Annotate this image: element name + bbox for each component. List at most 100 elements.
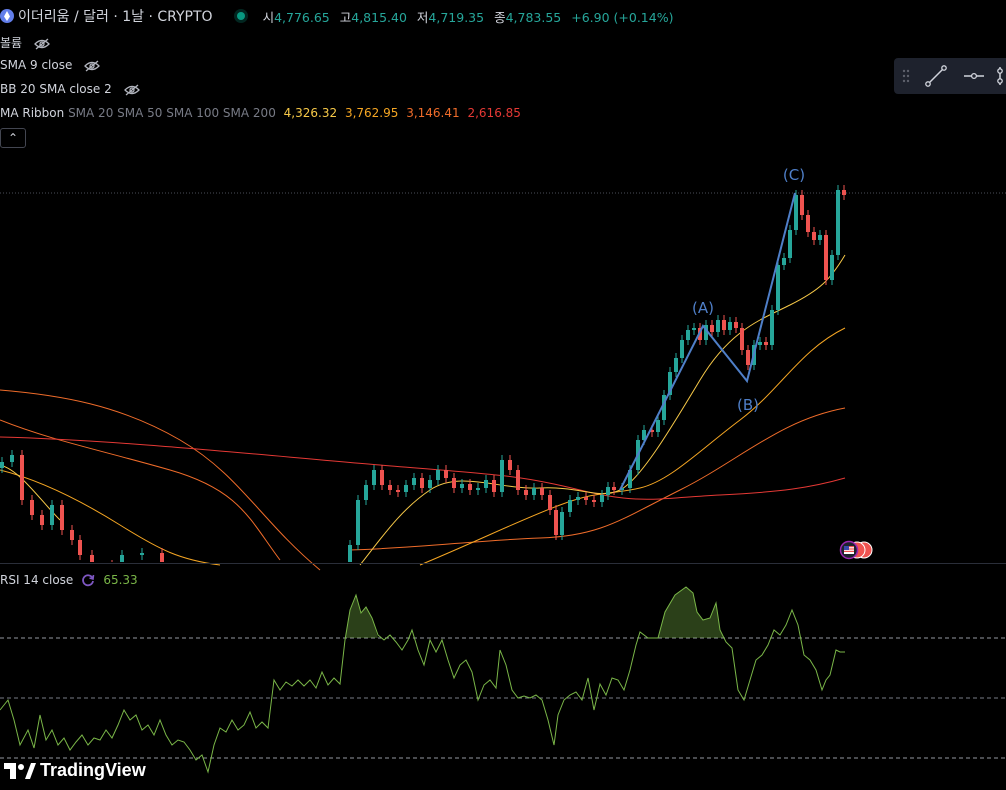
wave-label-c: (C) <box>783 166 805 184</box>
candle-body <box>484 480 488 488</box>
tradingview-icon <box>4 762 36 779</box>
candle-body <box>60 505 64 530</box>
candle-body <box>612 487 616 490</box>
candle-body <box>656 420 660 432</box>
hidden-eye-icon[interactable] <box>123 84 140 96</box>
trend-line-icon[interactable] <box>924 64 948 88</box>
ma100-line <box>0 389 321 571</box>
candle-body <box>412 478 416 485</box>
candle-body <box>436 470 440 480</box>
candle-body <box>404 485 408 492</box>
ma-ribbon-legend[interactable]: MA Ribbon SMA 20 SMA 50 SMA 100 SMA 200 … <box>0 106 521 120</box>
candle-body <box>728 322 732 330</box>
hidden-eye-icon[interactable] <box>34 38 50 50</box>
candle-body <box>20 455 24 500</box>
rsi-overbought-fill <box>345 595 378 638</box>
candle-body <box>770 310 774 345</box>
candle-body <box>662 395 666 420</box>
ma200-line <box>0 436 846 500</box>
open-value: 4,776.65 <box>274 9 330 25</box>
candle-body <box>734 322 738 328</box>
candle-body <box>356 500 360 545</box>
brand-name: TradingView <box>40 760 146 780</box>
collapse-legend-button[interactable]: ⌃ <box>0 128 26 148</box>
candle-body <box>452 478 456 488</box>
candle-body <box>674 358 678 372</box>
rsi-line <box>0 586 845 774</box>
candle-body <box>548 495 552 510</box>
hidden-eye-icon[interactable] <box>84 60 101 72</box>
wave-label-b: (B) <box>737 396 759 414</box>
candle-body <box>740 328 744 350</box>
candle-body <box>10 455 14 462</box>
ma100-value: 3,146.41 <box>406 106 460 120</box>
candle-body <box>836 190 840 255</box>
candle-body <box>686 330 690 340</box>
sma-legend[interactable]: SMA 9 close <box>0 58 101 72</box>
candle-body <box>600 495 604 502</box>
candle-body <box>584 497 588 500</box>
ma-ribbon-params: SMA 20 SMA 50 SMA 100 SMA 200 <box>68 106 276 120</box>
candle-body <box>40 515 44 525</box>
horizontal-ray-icon[interactable] <box>962 64 986 88</box>
ma200-value: 2,616.85 <box>467 106 521 120</box>
bb-legend[interactable]: BB 20 SMA close 2 <box>0 82 140 96</box>
drag-handle-icon[interactable] <box>902 68 910 84</box>
drawing-toolbar <box>894 58 1006 94</box>
candle-body <box>824 235 828 280</box>
candle-body <box>396 490 400 492</box>
candle-body <box>90 555 94 562</box>
close-value: 4,783.55 <box>505 9 562 25</box>
candlestick-series <box>0 185 846 562</box>
candle-body <box>0 462 4 468</box>
rsi-legend[interactable]: RSI 14 close 65.33 <box>0 573 138 587</box>
tradingview-logo[interactable]: TradingView <box>4 760 146 781</box>
candle-body <box>842 190 846 195</box>
candle-body <box>642 430 646 440</box>
candle-body <box>576 497 580 500</box>
volume-legend[interactable]: 볼륨 <box>0 34 50 51</box>
candle-body <box>78 540 82 555</box>
candle-body <box>492 480 496 492</box>
candle-body <box>812 232 816 240</box>
candle-body <box>592 500 596 502</box>
candle-body <box>500 460 504 492</box>
candle-body <box>716 320 720 332</box>
change-value: +6.90 (+0.14%) <box>571 9 674 25</box>
chevron-up-icon: ⌃ <box>7 131 19 145</box>
candle-body <box>140 553 144 555</box>
candle-body <box>70 530 74 540</box>
candle-body <box>460 484 464 488</box>
symbol-title[interactable]: 이더리움 / 달러 · 1날 · CRYPTO <box>18 9 213 25</box>
ethereum-icon <box>0 9 14 23</box>
more-tools-icon[interactable] <box>994 64 1006 88</box>
candle-body <box>800 195 804 215</box>
candle-body <box>364 485 368 500</box>
candle-body <box>476 488 480 490</box>
pane-divider[interactable] <box>0 563 1006 564</box>
candle-body <box>628 470 632 488</box>
candle-body <box>764 342 768 345</box>
candle-body <box>782 258 786 265</box>
candle-body <box>668 372 672 395</box>
candle-body <box>722 320 726 330</box>
candle-body <box>444 470 448 478</box>
candle-body <box>788 230 792 258</box>
candle-body <box>516 470 520 490</box>
refresh-icon[interactable] <box>81 573 95 587</box>
ma50-value: 3,762.95 <box>344 106 399 120</box>
wave-label-a: (A) <box>692 299 714 317</box>
candle-body <box>160 553 164 562</box>
economic-events-icon[interactable] <box>835 540 881 560</box>
ma20-line <box>0 254 846 566</box>
candle-body <box>568 500 572 512</box>
candle-body <box>120 555 124 562</box>
candle-body <box>428 480 432 488</box>
candle-body <box>388 485 392 490</box>
rsi-label: RSI 14 close <box>0 573 74 587</box>
candle-body <box>746 350 750 365</box>
elliott-wave-lines <box>619 192 796 491</box>
candle-body <box>348 545 352 562</box>
candle-body <box>50 505 54 525</box>
